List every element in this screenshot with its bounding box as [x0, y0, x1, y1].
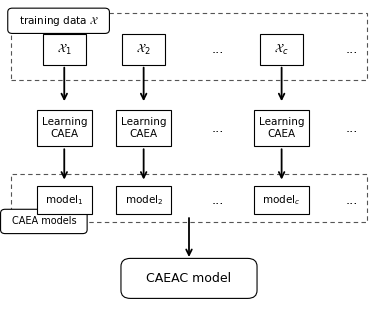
Text: ...: ... — [211, 43, 223, 56]
Text: CAEA models: CAEA models — [12, 216, 76, 227]
Text: model$_2$: model$_2$ — [124, 193, 163, 207]
Text: CAEAC model: CAEAC model — [146, 272, 232, 285]
Text: model$_1$: model$_1$ — [45, 193, 84, 207]
Text: ...: ... — [345, 122, 358, 134]
FancyBboxPatch shape — [254, 109, 309, 147]
FancyBboxPatch shape — [260, 35, 303, 65]
FancyBboxPatch shape — [42, 35, 86, 65]
Text: $\mathcal{X}_c$: $\mathcal{X}_c$ — [274, 42, 289, 57]
FancyBboxPatch shape — [37, 109, 91, 147]
Text: Learning
CAEA: Learning CAEA — [259, 117, 304, 139]
Text: ...: ... — [345, 194, 358, 206]
Text: ...: ... — [211, 194, 223, 206]
FancyBboxPatch shape — [1, 209, 87, 234]
FancyBboxPatch shape — [116, 186, 171, 214]
Text: model$_c$: model$_c$ — [262, 193, 301, 207]
FancyBboxPatch shape — [116, 109, 171, 147]
FancyBboxPatch shape — [121, 259, 257, 298]
FancyBboxPatch shape — [37, 186, 91, 214]
Text: $\mathcal{X}_2$: $\mathcal{X}_2$ — [136, 42, 151, 57]
Text: ...: ... — [211, 122, 223, 134]
Text: $\mathcal{X}_1$: $\mathcal{X}_1$ — [57, 42, 71, 57]
FancyBboxPatch shape — [122, 35, 166, 65]
Text: Learning
CAEA: Learning CAEA — [121, 117, 166, 139]
Text: Learning
CAEA: Learning CAEA — [42, 117, 87, 139]
FancyBboxPatch shape — [254, 186, 309, 214]
Text: ...: ... — [345, 43, 358, 56]
FancyBboxPatch shape — [8, 8, 110, 33]
Text: training data $\mathcal{X}$: training data $\mathcal{X}$ — [19, 14, 99, 28]
Bar — [11, 174, 367, 222]
Bar — [11, 13, 367, 80]
